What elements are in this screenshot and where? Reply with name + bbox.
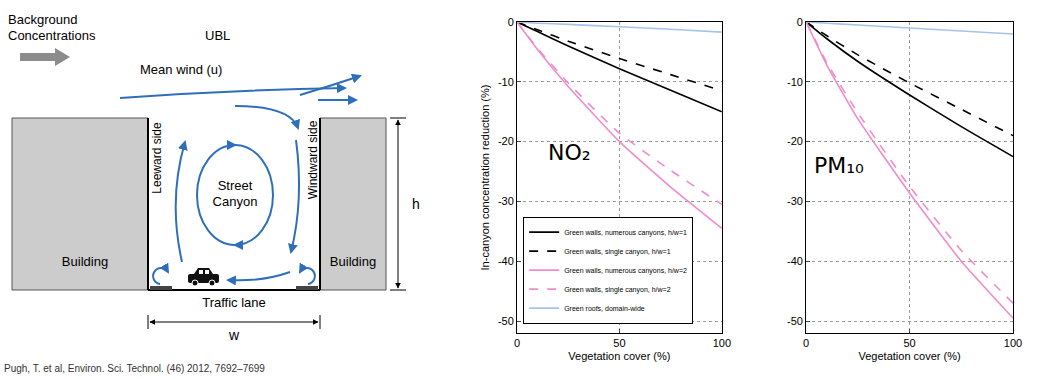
- svg-text:Building: Building: [62, 254, 108, 269]
- svg-text:Green walls, single canyon, h/: Green walls, single canyon, h/w=2: [564, 286, 671, 294]
- svg-text:Traffic lane: Traffic lane: [202, 295, 266, 310]
- svg-text:-20: -20: [498, 135, 514, 147]
- svg-text:Leeward side: Leeward side: [150, 122, 164, 194]
- svg-text:0: 0: [797, 16, 803, 28]
- svg-text:100: 100: [1004, 337, 1022, 349]
- svg-text:Green roofs, domain-wide: Green roofs, domain-wide: [564, 305, 645, 312]
- svg-text:Green walls, numerous canyons,: Green walls, numerous canyons, h/w=1: [564, 229, 687, 237]
- svg-text:w: w: [228, 327, 240, 343]
- svg-text:PM₁₀: PM₁₀: [814, 153, 864, 178]
- svg-text:-20: -20: [787, 135, 803, 147]
- svg-text:50: 50: [903, 337, 915, 349]
- svg-text:-30: -30: [787, 195, 803, 207]
- svg-text:-10: -10: [498, 76, 514, 88]
- svg-text:-50: -50: [787, 315, 803, 327]
- svg-text:Windward side: Windward side: [306, 120, 320, 199]
- svg-text:-40: -40: [787, 255, 803, 267]
- svg-text:h: h: [412, 196, 420, 212]
- svg-text:100: 100: [713, 337, 731, 349]
- svg-text:NO₂: NO₂: [548, 140, 591, 165]
- svg-text:-50: -50: [498, 315, 514, 327]
- svg-text:In-canyon concentration reduct: In-canyon concentration reduction (%): [479, 85, 491, 271]
- svg-text:0: 0: [514, 337, 520, 349]
- svg-text:-30: -30: [498, 195, 514, 207]
- svg-text:-10: -10: [787, 76, 803, 88]
- svg-text:Pugh, T. et al, Environ. Sci.: Pugh, T. et al, Environ. Sci. Technol. (…: [4, 363, 265, 374]
- svg-text:Green walls, single canyon, h/: Green walls, single canyon, h/w=1: [564, 248, 671, 256]
- svg-text:BackgroundConcentrations: BackgroundConcentrations: [8, 12, 96, 43]
- svg-text:Vegetation cover (%): Vegetation cover (%): [568, 350, 670, 362]
- svg-text:UBL: UBL: [205, 28, 230, 43]
- svg-text:Vegetation cover (%): Vegetation cover (%): [859, 350, 961, 362]
- svg-text:-40: -40: [498, 255, 514, 267]
- svg-text:Mean wind (u): Mean wind (u): [140, 62, 222, 77]
- svg-text:Green walls, numerous canyons,: Green walls, numerous canyons, h/w=2: [564, 267, 687, 275]
- svg-text:0: 0: [803, 337, 809, 349]
- svg-text:Building: Building: [330, 254, 376, 269]
- svg-text:StreetCanyon: StreetCanyon: [213, 178, 258, 209]
- svg-text:50: 50: [613, 337, 625, 349]
- svg-text:0: 0: [508, 16, 514, 28]
